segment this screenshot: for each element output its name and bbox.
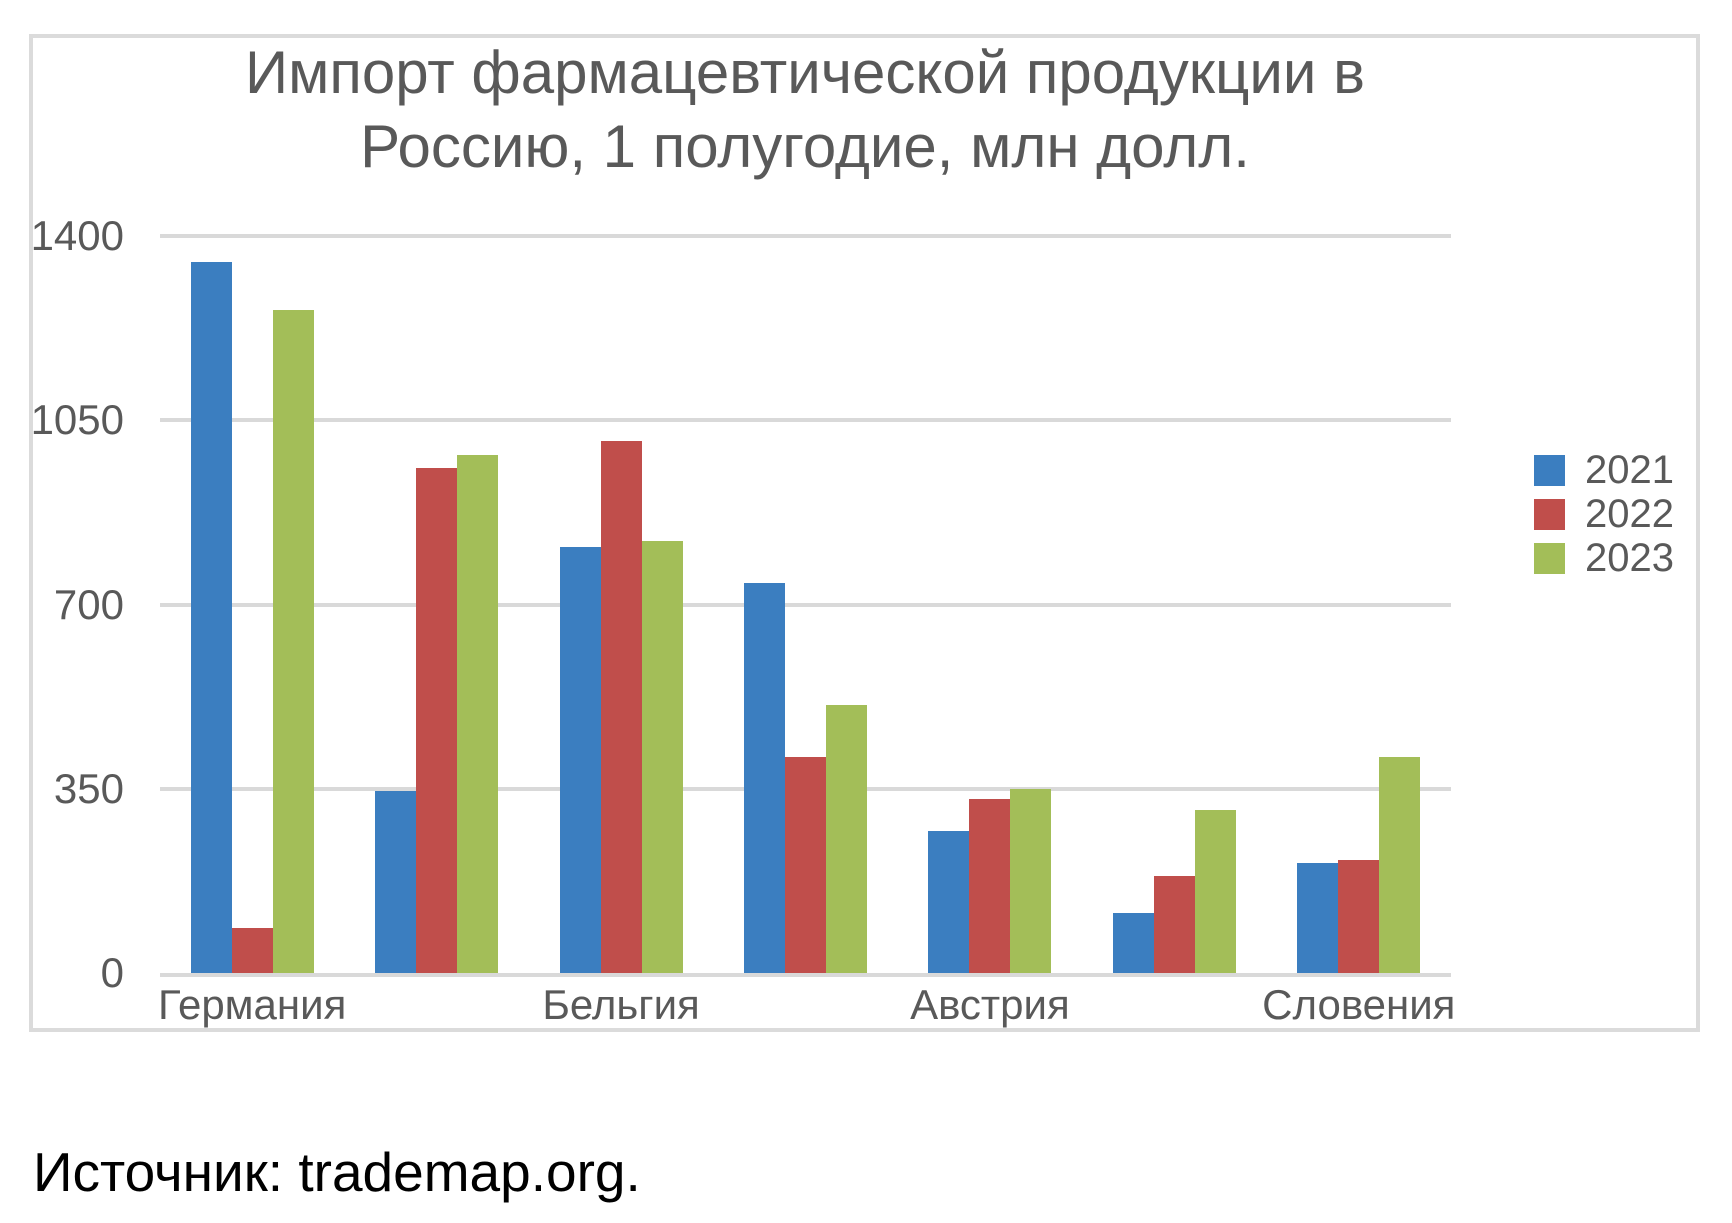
y-axis-tick-label: 1400 [30, 212, 124, 259]
bar-2022 [969, 799, 1011, 973]
x-axis-category-label: Австрия [910, 981, 1070, 1028]
gridline-1400 [160, 234, 1451, 238]
bar-2023 [826, 704, 867, 973]
legend-label-2023: 2023 [1585, 535, 1674, 580]
legend-swatch-2021 [1534, 454, 1565, 486]
bar-2021 [928, 830, 970, 973]
legend-label-2022: 2022 [1585, 491, 1674, 536]
bar-2021 [375, 791, 417, 973]
legend-item-2021: 2021 [1534, 448, 1674, 492]
bar-2022 [600, 441, 642, 973]
bar-2021 [1112, 912, 1154, 973]
bar-2021 [559, 546, 601, 973]
x-axis-category-label: Бельгия [542, 981, 700, 1028]
y-axis-tick-label: 0 [100, 949, 124, 996]
legend-swatch-2022 [1534, 498, 1565, 530]
bar-2022 [1338, 859, 1380, 973]
y-axis-tick-label: 700 [53, 581, 124, 628]
bar-2023 [272, 309, 314, 973]
legend: 2021 2022 2023 [1534, 448, 1674, 580]
x-axis-category-label: Германия [158, 981, 347, 1028]
y-axis-tick-label: 350 [53, 765, 124, 812]
bar-2023 [457, 454, 499, 973]
bar-2022 [1153, 875, 1195, 973]
bar-2023 [1194, 809, 1236, 973]
bar-2022 [231, 928, 273, 973]
bar-2022 [785, 757, 826, 973]
bar-2023 [641, 541, 683, 973]
legend-label-2021: 2021 [1585, 447, 1674, 492]
legend-item-2023: 2023 [1534, 536, 1674, 580]
bar-2023 [1010, 788, 1052, 974]
x-axis-line [160, 973, 1451, 977]
gridline-1050 [160, 418, 1451, 422]
bar-2021 [744, 583, 785, 973]
y-axis-tick-label: 1050 [30, 396, 124, 443]
bar-2022 [416, 467, 458, 973]
source-note: Источник: trademap.org. [33, 1141, 641, 1203]
legend-swatch-2023 [1534, 542, 1565, 574]
legend-item-2022: 2022 [1534, 492, 1674, 536]
x-axis-category-label: Словения [1262, 981, 1456, 1028]
gridline-700 [160, 603, 1451, 607]
chart-title: Импорт фармацевтической продукции в Росс… [245, 39, 1365, 180]
bar-2021 [1297, 862, 1339, 973]
bar-2023 [1379, 757, 1421, 973]
bar-2021 [190, 262, 232, 973]
